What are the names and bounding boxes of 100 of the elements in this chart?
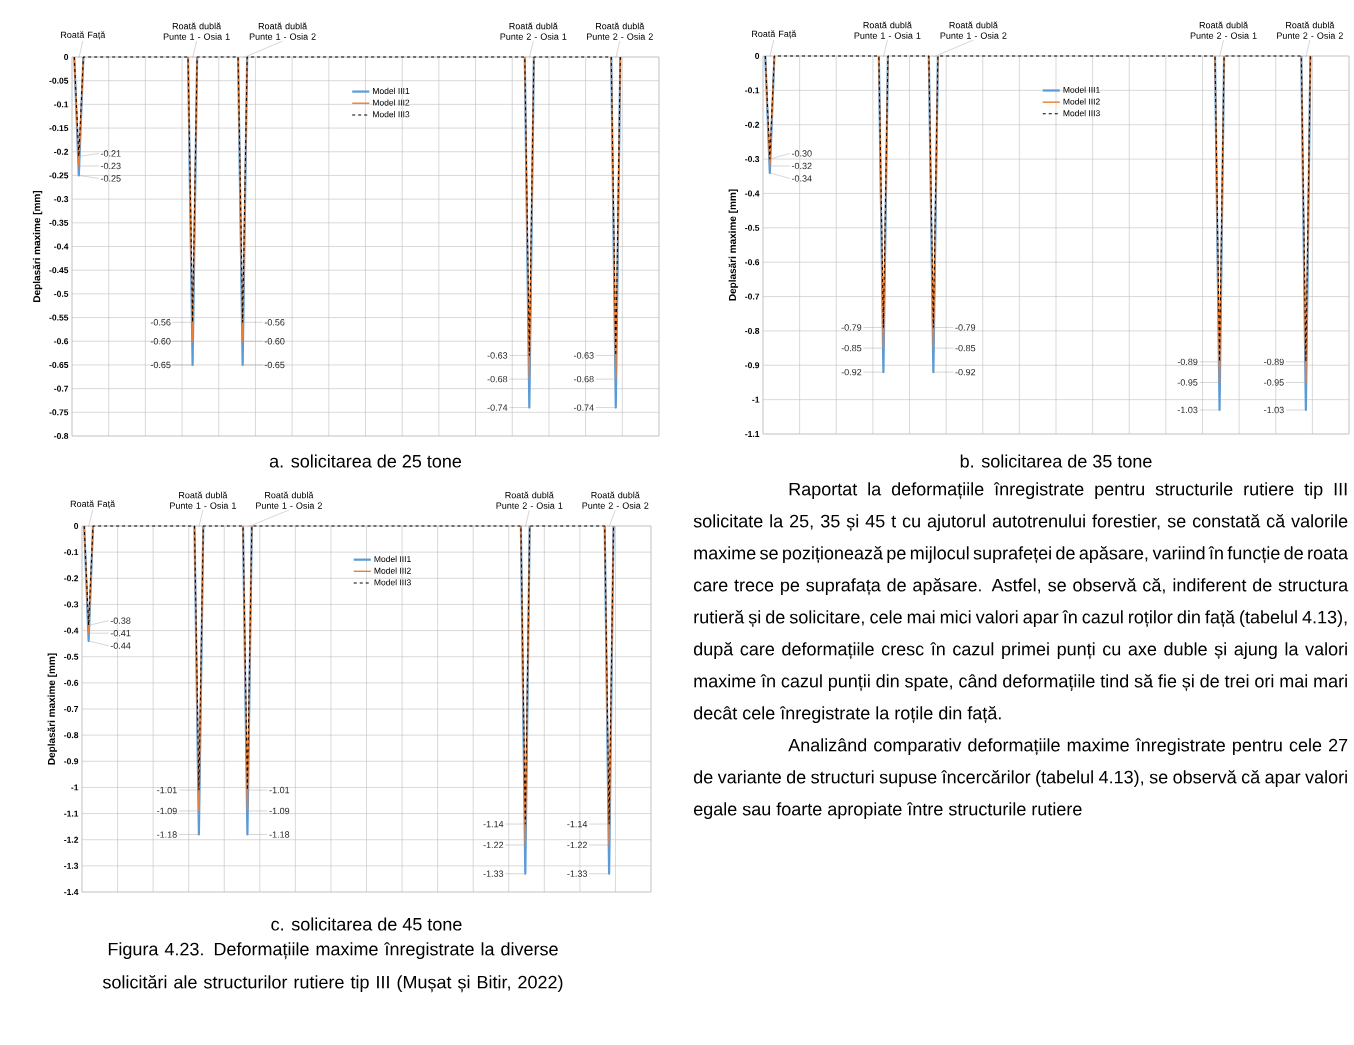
data-label: -0.92 <box>841 368 862 376</box>
y-tick-label: -0.5 <box>54 290 69 297</box>
text: Roată dublă Punte 2 - Osia 1 <box>1190 21 1257 39</box>
legend-label: Model III1 <box>374 555 411 563</box>
data-label: -1.01 <box>269 786 290 794</box>
data-label: -0.32 <box>791 162 812 170</box>
data-label: -1.03 <box>1177 406 1198 414</box>
text: Roată dublă Punte 1 - Osia 2 <box>940 21 1007 39</box>
data-label: -1.18 <box>269 831 290 838</box>
legend-label: Model III2 <box>373 99 410 106</box>
data-label: -0.95 <box>1264 379 1284 386</box>
y-tick-label: -0.8 <box>745 327 760 334</box>
y-tick-label: -0.6 <box>54 338 69 345</box>
y-tick-label: -0.7 <box>745 293 760 300</box>
data-label: -0.65 <box>264 361 285 369</box>
data-label: -0.65 <box>150 361 171 369</box>
legend-label: Model III3 <box>373 111 410 118</box>
data-label: -1.03 <box>1264 406 1284 414</box>
legend-label: Model III1 <box>1063 86 1100 93</box>
data-label: -1.09 <box>269 807 290 815</box>
y-tick-label: -0.6 <box>745 259 760 266</box>
y-axis-title: Deplasări maxime [mm] <box>32 190 43 302</box>
data-label: -1.33 <box>567 870 588 877</box>
text: Roată dublă Punte 1 - Osia 1 <box>163 22 230 40</box>
text: Raportat la deformațiile înregistrate pentru structurile rutiere tip III solicitate la 25, 35 și 45 t cu ajutorul autotrenului forestier, se constată că valorile maxime se poziționează pe mijlocul suprafeței de apăsare, variind în funcție de roata care trece pe suprafața de apăsare. Astfel, se observă că, indiferent de structura rutieră și de solicitare, cele mai mici valori apar în cazul roților din față (tabelul 4.13), după care deformațiile cresc în cazul primei punți cu axe duble și ajung la valori maxime în cazul punții din spate, când deformațiile tind să fie și de trei ori mai mari decât cele înregistrate la roțile din față. <box>693 482 1349 724</box>
data-label: -0.74 <box>573 404 594 411</box>
data-label: -0.60 <box>150 338 171 345</box>
data-label: -0.38 <box>110 617 131 624</box>
text: Roată dublă Punte 1 - Osia 2 <box>249 22 316 40</box>
text: Roată dublă Punte 1 - Osia 2 <box>256 491 322 509</box>
y-tick-label: -0.4 <box>64 627 79 634</box>
text: c. solicitarea de 45 tone <box>271 917 462 931</box>
y-tick-label: 0 <box>755 53 760 60</box>
data-label: -0.85 <box>841 344 862 352</box>
data-label: -0.34 <box>791 175 812 182</box>
y-tick-label: -1.1 <box>745 431 760 437</box>
data-label: -0.95 <box>1177 379 1198 386</box>
text: b. solicitarea de 35 tone <box>960 454 1152 468</box>
data-label: -1.22 <box>567 841 587 849</box>
data-label: -0.68 <box>573 375 594 383</box>
y-tick-label: -0.25 <box>49 172 69 179</box>
y-tick-label: -1.3 <box>64 862 79 869</box>
data-label: -1.22 <box>483 841 504 849</box>
data-label: -0.63 <box>487 352 508 359</box>
data-label: -0.41 <box>110 630 131 637</box>
y-tick-label: -0.2 <box>745 121 760 128</box>
data-label: -0.30 <box>791 150 812 157</box>
y-tick-label: -0.3 <box>64 601 79 608</box>
legend-label: Model III3 <box>374 579 411 586</box>
text: Roată dublă Punte 1 - Osia 1 <box>170 491 236 509</box>
y-tick-label: -0.1 <box>54 101 69 108</box>
text: Roată dublă Punte 1 - Osia 1 <box>854 21 921 39</box>
data-label: -0.89 <box>1264 358 1284 366</box>
data-label: -0.63 <box>573 352 594 359</box>
legend-label: Model III2 <box>1063 98 1100 105</box>
y-tick-label: -0.8 <box>54 433 69 439</box>
y-tick-label: -0.15 <box>49 125 69 132</box>
y-tick-label: -0.7 <box>54 385 69 392</box>
text: Roată dublă Punte 2 - Osia 2 <box>587 22 653 40</box>
data-label: -0.74 <box>487 404 508 411</box>
text: Figura 4.23. Deformațiile maxime înregistrate la diverse solicitări ale structurilor rutiere tip III (Mușat și Bitir, 2022) <box>102 942 563 993</box>
text: Roată dublă Punte 2 - Osia 2 <box>582 491 649 509</box>
data-label: -0.85 <box>955 344 976 352</box>
data-label: -1.18 <box>157 831 177 838</box>
y-tick-label: -1 <box>71 784 79 791</box>
y-tick-label: -1.4 <box>64 889 79 895</box>
y-tick-label: -0.8 <box>64 732 79 739</box>
data-label: -1.01 <box>157 786 177 794</box>
data-label: -1.33 <box>483 870 504 877</box>
y-tick-label: -0.7 <box>64 706 79 713</box>
data-label: -1.14 <box>567 820 588 828</box>
y-tick-label: 0 <box>64 54 69 61</box>
text: a. solicitarea de 25 tone <box>269 454 462 468</box>
data-label: -0.56 <box>150 319 171 326</box>
y-tick-label: -0.55 <box>49 314 69 321</box>
data-label: -0.60 <box>264 338 285 345</box>
text: Roată Față <box>752 30 797 39</box>
data-label: -0.92 <box>955 368 976 376</box>
y-tick-label: -1 <box>752 396 760 403</box>
text: Roată Față <box>70 500 116 509</box>
text: Roată dublă Punte 2 - Osia 1 <box>500 22 567 40</box>
text: Roată Față <box>61 31 106 40</box>
y-tick-label: -0.2 <box>54 148 69 155</box>
y-tick-label: -0.5 <box>64 653 79 660</box>
text: Roată dublă Punte 2 - Osia 1 <box>496 491 563 509</box>
y-tick-label: -0.9 <box>64 758 79 765</box>
data-label: -0.89 <box>1177 358 1198 366</box>
y-axis-title: Deplasări maxime [mm] <box>728 189 738 301</box>
text: Analizând comparativ deformațiile maxime înregistrate pentru cele 27 de variante de structuri supuse încercărilor (tabelul 4.13), se observă că apar valori egale sau foarte apropiate între structurile rutiere <box>693 738 1348 820</box>
y-tick-label: -0.5 <box>745 224 760 231</box>
data-label: -0.44 <box>110 642 131 649</box>
y-tick-label: -0.4 <box>745 190 760 197</box>
data-label: -0.79 <box>841 324 862 331</box>
y-tick-label: -0.05 <box>49 77 69 84</box>
y-axis-title: Deplasări maxime [mm] <box>47 653 57 765</box>
data-label: -0.79 <box>955 324 976 331</box>
y-tick-label: -0.1 <box>64 549 79 556</box>
y-tick-label: -0.4 <box>54 243 69 250</box>
data-label: -1.14 <box>483 820 504 828</box>
y-tick-label: -1.2 <box>64 836 79 843</box>
